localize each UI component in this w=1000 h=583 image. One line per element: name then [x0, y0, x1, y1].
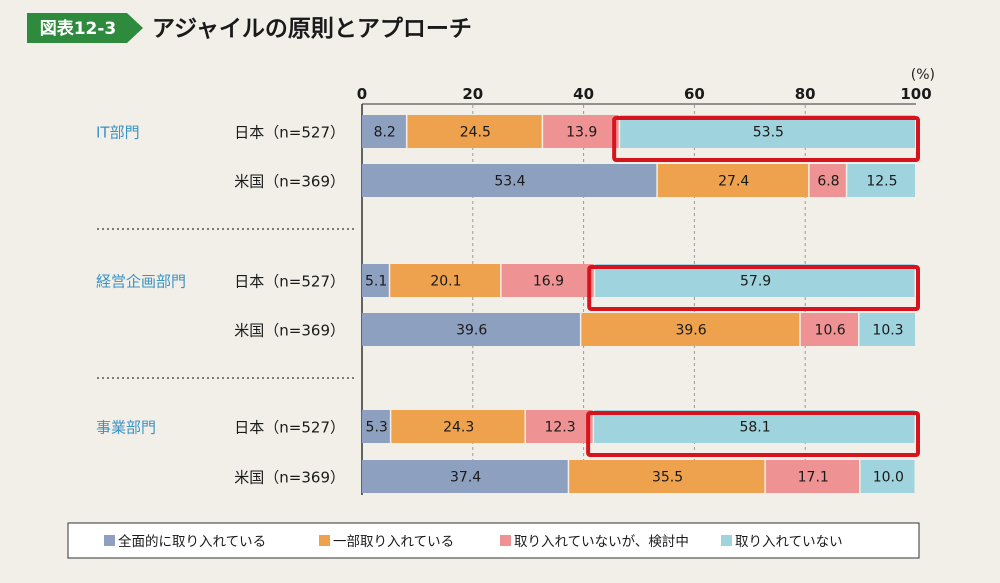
row-label: 米国（n=369）	[234, 322, 345, 340]
figure-badge: 図表12-3	[40, 18, 117, 39]
bar-segment	[620, 115, 916, 148]
data-label: 16.9	[533, 274, 564, 290]
x-tick-label: 0	[357, 85, 367, 103]
department-label: 事業部門	[96, 419, 156, 437]
legend-swatch	[104, 535, 115, 546]
data-label: 10.3	[872, 323, 903, 339]
bar-segment	[569, 460, 765, 493]
bar-segment	[362, 115, 406, 148]
row-label: 米国（n=369）	[234, 173, 345, 191]
x-tick-label: 60	[684, 85, 705, 103]
data-label: 39.6	[675, 323, 706, 339]
chart-title: アジャイルの原則とアプローチ	[152, 16, 472, 42]
bar-segment	[362, 410, 390, 443]
data-label: 12.3	[544, 420, 575, 436]
x-tick-label: 40	[573, 85, 594, 103]
bar-segment	[391, 410, 525, 443]
legend-swatch	[721, 535, 732, 546]
highlight-box	[612, 116, 920, 162]
legend-label: 一部取り入れている	[333, 534, 454, 550]
data-label: 17.1	[798, 470, 829, 486]
data-label: 27.4	[718, 174, 749, 190]
data-label: 20.1	[430, 274, 461, 290]
bar-segment	[581, 313, 800, 346]
bar-segment	[594, 410, 915, 443]
data-label: 13.9	[566, 125, 597, 141]
bar-segment	[501, 264, 594, 297]
data-label: 10.0	[873, 470, 904, 486]
legend-swatch	[319, 535, 330, 546]
department-label: IT部門	[96, 124, 140, 142]
bar-segment	[390, 264, 501, 297]
bar-segment	[407, 115, 542, 148]
department-label: 経営企画部門	[96, 273, 186, 291]
legend-swatch	[500, 535, 511, 546]
bar-segment	[860, 460, 915, 493]
row-label: 日本（n=527）	[234, 124, 345, 142]
bar-segment	[847, 164, 916, 197]
x-tick-label: 20	[462, 85, 483, 103]
data-label: 10.6	[815, 323, 846, 339]
legend-box	[67, 522, 920, 559]
data-label: 58.1	[739, 420, 770, 436]
bar-segment	[543, 115, 619, 148]
row-label: 日本（n=527）	[234, 273, 345, 291]
data-label: 35.5	[652, 470, 683, 486]
data-label: 37.4	[450, 470, 481, 486]
data-label: 57.9	[740, 274, 771, 290]
data-label: 5.1	[365, 274, 387, 290]
bar-segment	[765, 460, 860, 493]
header: 図表12-3 アジャイルの原則とアプローチ	[27, 13, 472, 43]
unit-label: (%)	[911, 67, 935, 83]
data-label: 24.5	[460, 125, 491, 141]
legend-label: 取り入れていない	[735, 534, 843, 550]
data-label: 24.3	[443, 420, 474, 436]
bar-segment	[595, 264, 915, 297]
bar-segment	[362, 313, 580, 346]
bar-segment	[809, 164, 846, 197]
x-tick-label: 100	[900, 85, 931, 103]
bar-segment	[800, 313, 858, 346]
data-label: 5.3	[366, 420, 388, 436]
data-label: 39.6	[456, 323, 487, 339]
figure-badge-shape	[27, 13, 143, 43]
legend-label: 全面的に取り入れている	[118, 533, 266, 550]
bar-segment	[859, 313, 916, 346]
bar-segment	[525, 410, 593, 443]
data-label: 12.5	[866, 174, 897, 190]
bar-segment	[362, 164, 657, 197]
bar-segment	[657, 164, 809, 197]
highlight-box	[586, 411, 920, 457]
legend: 全面的に取り入れている 一部取り入れている 取り入れていないが、検討中 取り入れていな…	[67, 522, 920, 559]
bar-segment	[362, 264, 389, 297]
row-label: 日本（n=527）	[234, 419, 345, 437]
data-label: 53.5	[753, 125, 784, 141]
x-tick-label: 80	[795, 85, 816, 103]
data-label: 53.4	[494, 174, 525, 190]
data-label: 6.8	[817, 174, 839, 190]
legend-label: 取り入れていないが、検討中	[514, 534, 689, 550]
bar-segment	[362, 460, 568, 493]
data-label: 8.2	[374, 125, 396, 141]
highlight-box	[587, 265, 920, 311]
row-label: 米国（n=369）	[234, 469, 345, 487]
